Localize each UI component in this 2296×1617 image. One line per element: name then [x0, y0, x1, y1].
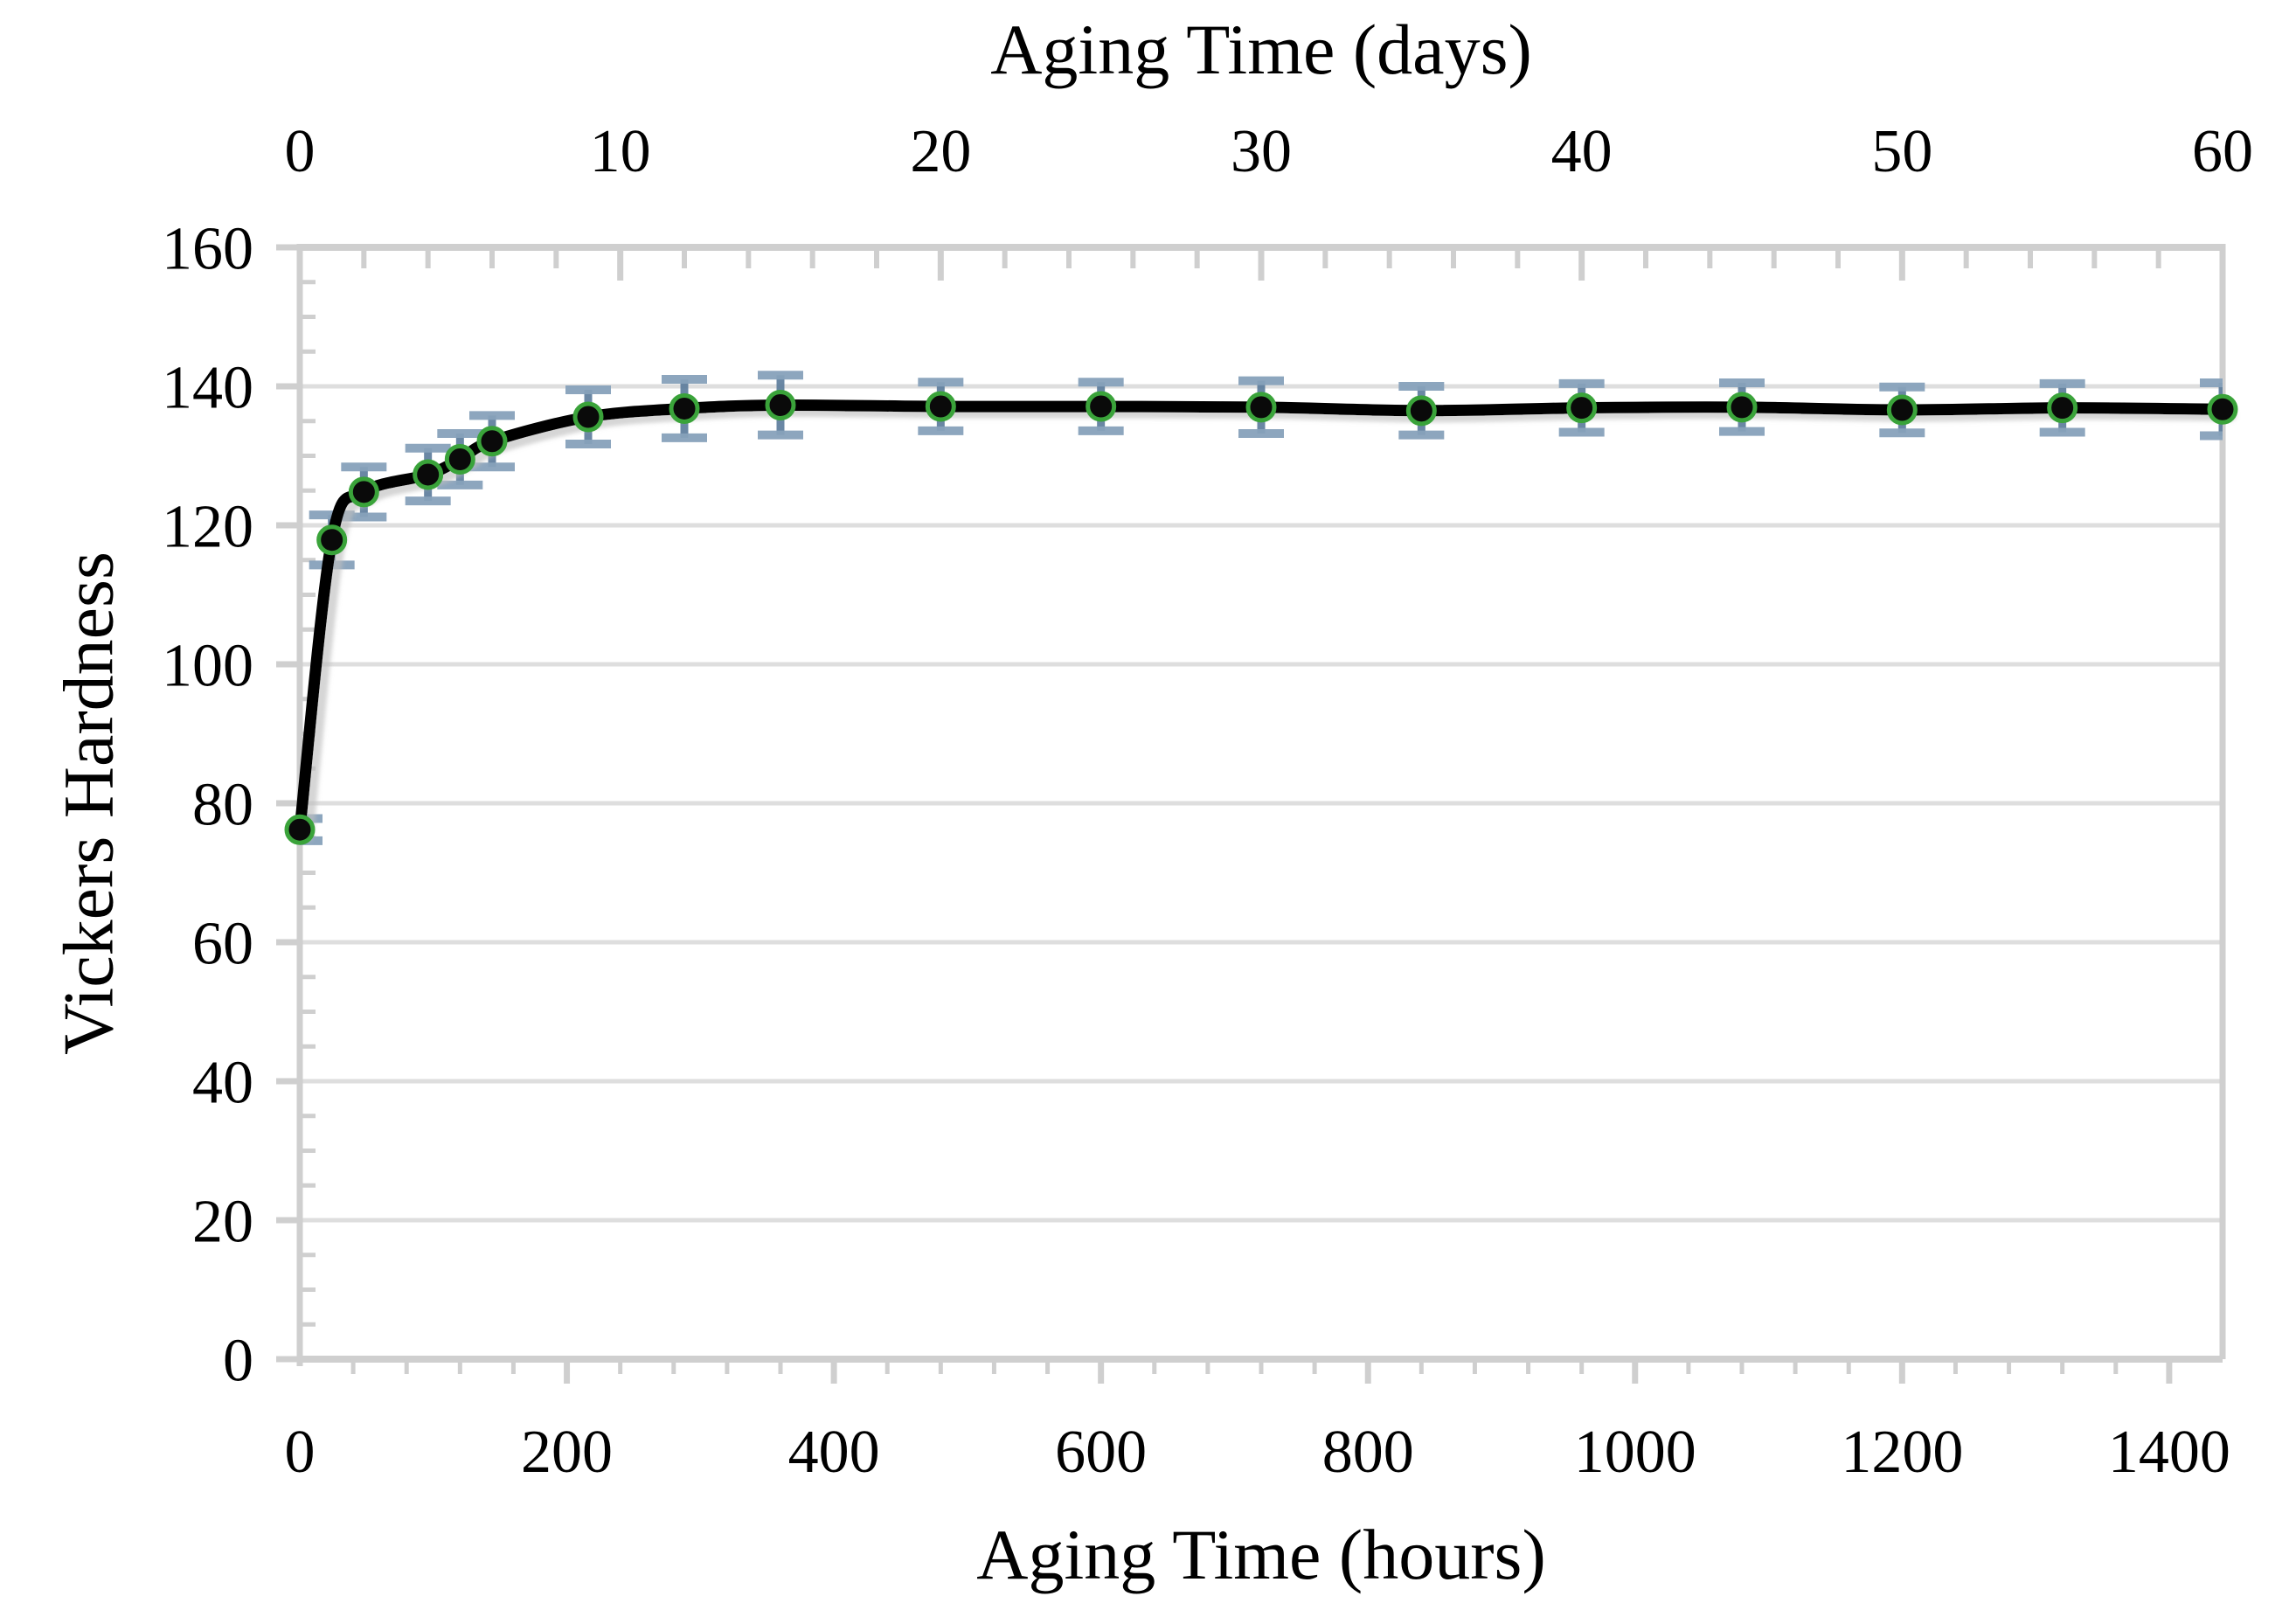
y-tick-label: 100	[162, 633, 253, 700]
top-axis-title: Aging Time (days)	[990, 10, 1532, 89]
bottom-axis-title: Aging Time (hours)	[976, 1515, 1546, 1594]
data-point-marker	[2047, 392, 2078, 424]
data-point-marker	[572, 401, 604, 433]
y-gridlines	[300, 384, 2223, 1223]
x-tick-label: 1000	[1574, 1419, 1696, 1486]
data-point-marker	[925, 391, 956, 422]
x-tick-label: 200	[521, 1419, 613, 1486]
top-tick-label: 50	[1871, 118, 1932, 185]
y-tick-label: 80	[192, 772, 253, 839]
data-point-marker	[348, 476, 379, 508]
top-tick-label: 40	[1551, 118, 1613, 185]
y-tick-label: 160	[162, 216, 253, 283]
hardness-line	[294, 399, 2229, 836]
data-point-marker	[669, 392, 700, 424]
data-point-marker	[1726, 392, 1758, 423]
data-point-marker	[765, 389, 796, 420]
x-tick-label: 0	[285, 1419, 316, 1486]
data-point-markers	[284, 389, 2238, 845]
y-tick-label: 60	[192, 911, 253, 978]
y-tick-label: 120	[162, 494, 253, 561]
data-point-marker	[1405, 395, 1437, 427]
data-point-marker	[1886, 394, 1918, 426]
top-tick-label: 20	[910, 118, 971, 185]
axis-ticks	[276, 244, 2226, 1384]
data-point-marker	[444, 443, 475, 475]
data-point-marker	[476, 426, 508, 457]
x-tick-label: 800	[1322, 1419, 1414, 1486]
top-tick-label: 0	[285, 118, 316, 185]
data-point-marker	[1086, 391, 1117, 422]
data-point-marker	[316, 524, 348, 556]
top-tick-label: 30	[1231, 118, 1292, 185]
data-point-marker	[413, 459, 444, 490]
y-tick-label: 40	[192, 1050, 253, 1117]
x-tick-label: 400	[788, 1419, 880, 1486]
top-tick-label: 60	[2192, 118, 2253, 185]
y-tick-label: 0	[223, 1328, 253, 1395]
y-tick-label: 140	[162, 355, 253, 422]
data-point-marker	[284, 814, 316, 845]
y-axis-title: Vickers Hardness	[49, 552, 128, 1055]
x-tick-label: 600	[1055, 1419, 1147, 1486]
top-tick-label: 10	[590, 118, 651, 185]
data-point-marker	[1566, 392, 1598, 424]
x-tick-label: 1200	[1841, 1419, 1963, 1486]
y-tick-label: 20	[192, 1189, 253, 1256]
x-tick-label: 1400	[2108, 1419, 2230, 1486]
data-point-marker	[2207, 393, 2238, 425]
error-bars	[300, 371, 2223, 845]
series-line	[294, 399, 2229, 836]
data-point-marker	[1245, 392, 1277, 423]
